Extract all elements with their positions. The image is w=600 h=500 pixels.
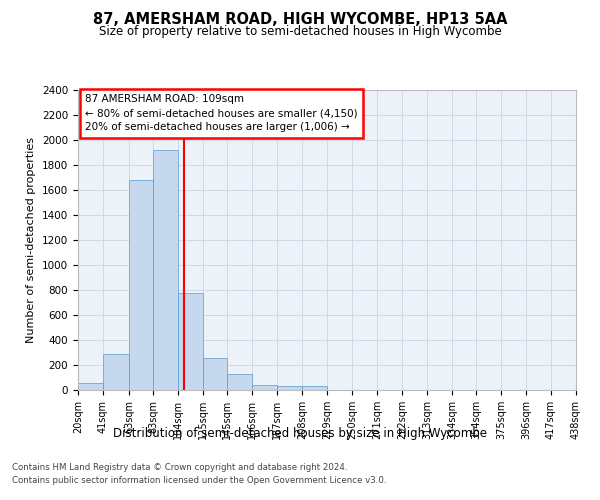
Bar <box>153 150 178 390</box>
Text: Size of property relative to semi-detached houses in High Wycombe: Size of property relative to semi-detach… <box>98 25 502 38</box>
Text: 87 AMERSHAM ROAD: 109sqm
← 80% of semi-detached houses are smaller (4,150)
20% o: 87 AMERSHAM ROAD: 109sqm ← 80% of semi-d… <box>85 94 358 132</box>
Bar <box>78 382 103 390</box>
Y-axis label: Number of semi-detached properties: Number of semi-detached properties <box>26 137 37 343</box>
Text: Contains public sector information licensed under the Open Government Licence v3: Contains public sector information licen… <box>12 476 386 485</box>
Text: 87, AMERSHAM ROAD, HIGH WYCOMBE, HP13 5AA: 87, AMERSHAM ROAD, HIGH WYCOMBE, HP13 5A… <box>93 12 507 28</box>
Bar <box>252 385 277 390</box>
Bar <box>129 180 153 390</box>
Bar <box>277 386 302 390</box>
Bar <box>302 386 327 390</box>
Text: Distribution of semi-detached houses by size in High Wycombe: Distribution of semi-detached houses by … <box>113 428 487 440</box>
Bar <box>227 374 252 390</box>
Bar <box>203 358 227 390</box>
Text: Contains HM Land Registry data © Crown copyright and database right 2024.: Contains HM Land Registry data © Crown c… <box>12 464 347 472</box>
Bar <box>178 292 203 390</box>
Bar <box>103 354 129 390</box>
